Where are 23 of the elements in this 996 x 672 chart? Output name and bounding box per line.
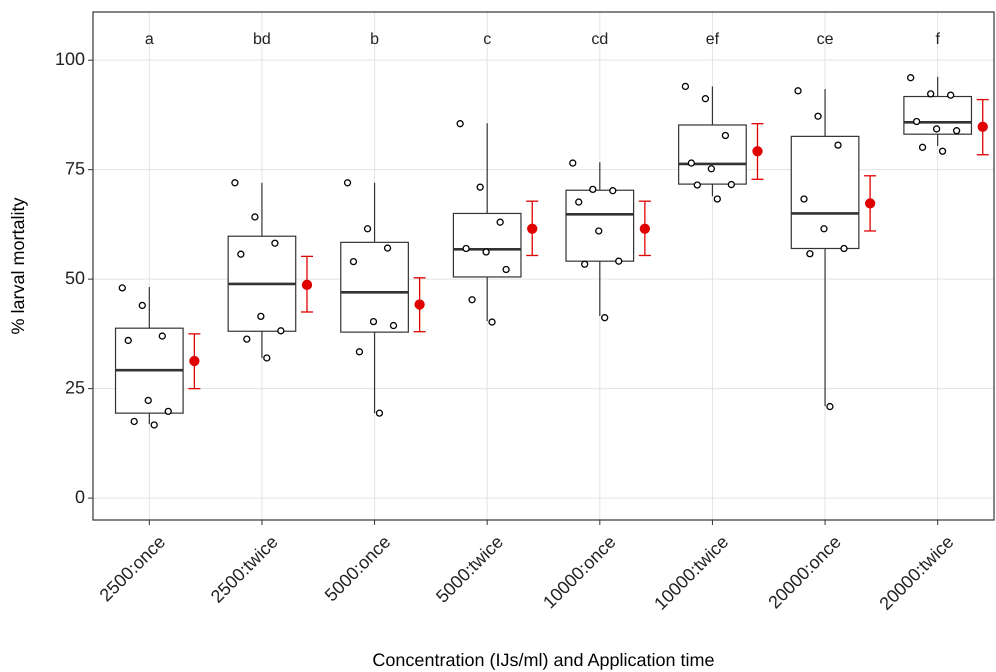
annotation: f — [935, 31, 940, 48]
y-tick-label: 75 — [64, 158, 85, 178]
point — [640, 224, 650, 234]
y-tick-label: 25 — [64, 377, 85, 398]
point — [752, 146, 763, 156]
annotation: ef — [706, 31, 720, 48]
annotation: a — [144, 31, 154, 48]
point — [527, 224, 538, 234]
annotation: cd — [591, 31, 608, 48]
annotation: ce — [816, 31, 834, 48]
point — [302, 280, 312, 290]
annotation: c — [483, 31, 492, 48]
y-tick-label: 100 — [54, 48, 85, 69]
point — [978, 122, 988, 132]
x-axis-title: Concentration (IJs/ml) and Application time — [372, 650, 715, 670]
annotation: b — [370, 31, 380, 48]
annotation: bd — [253, 31, 271, 48]
y-tick-label: 50 — [64, 268, 85, 288]
y-axis-title: % larval mortality — [8, 197, 28, 335]
point — [864, 198, 876, 209]
y-tick-label: 0 — [74, 486, 85, 507]
point — [189, 356, 200, 366]
point — [414, 299, 425, 310]
